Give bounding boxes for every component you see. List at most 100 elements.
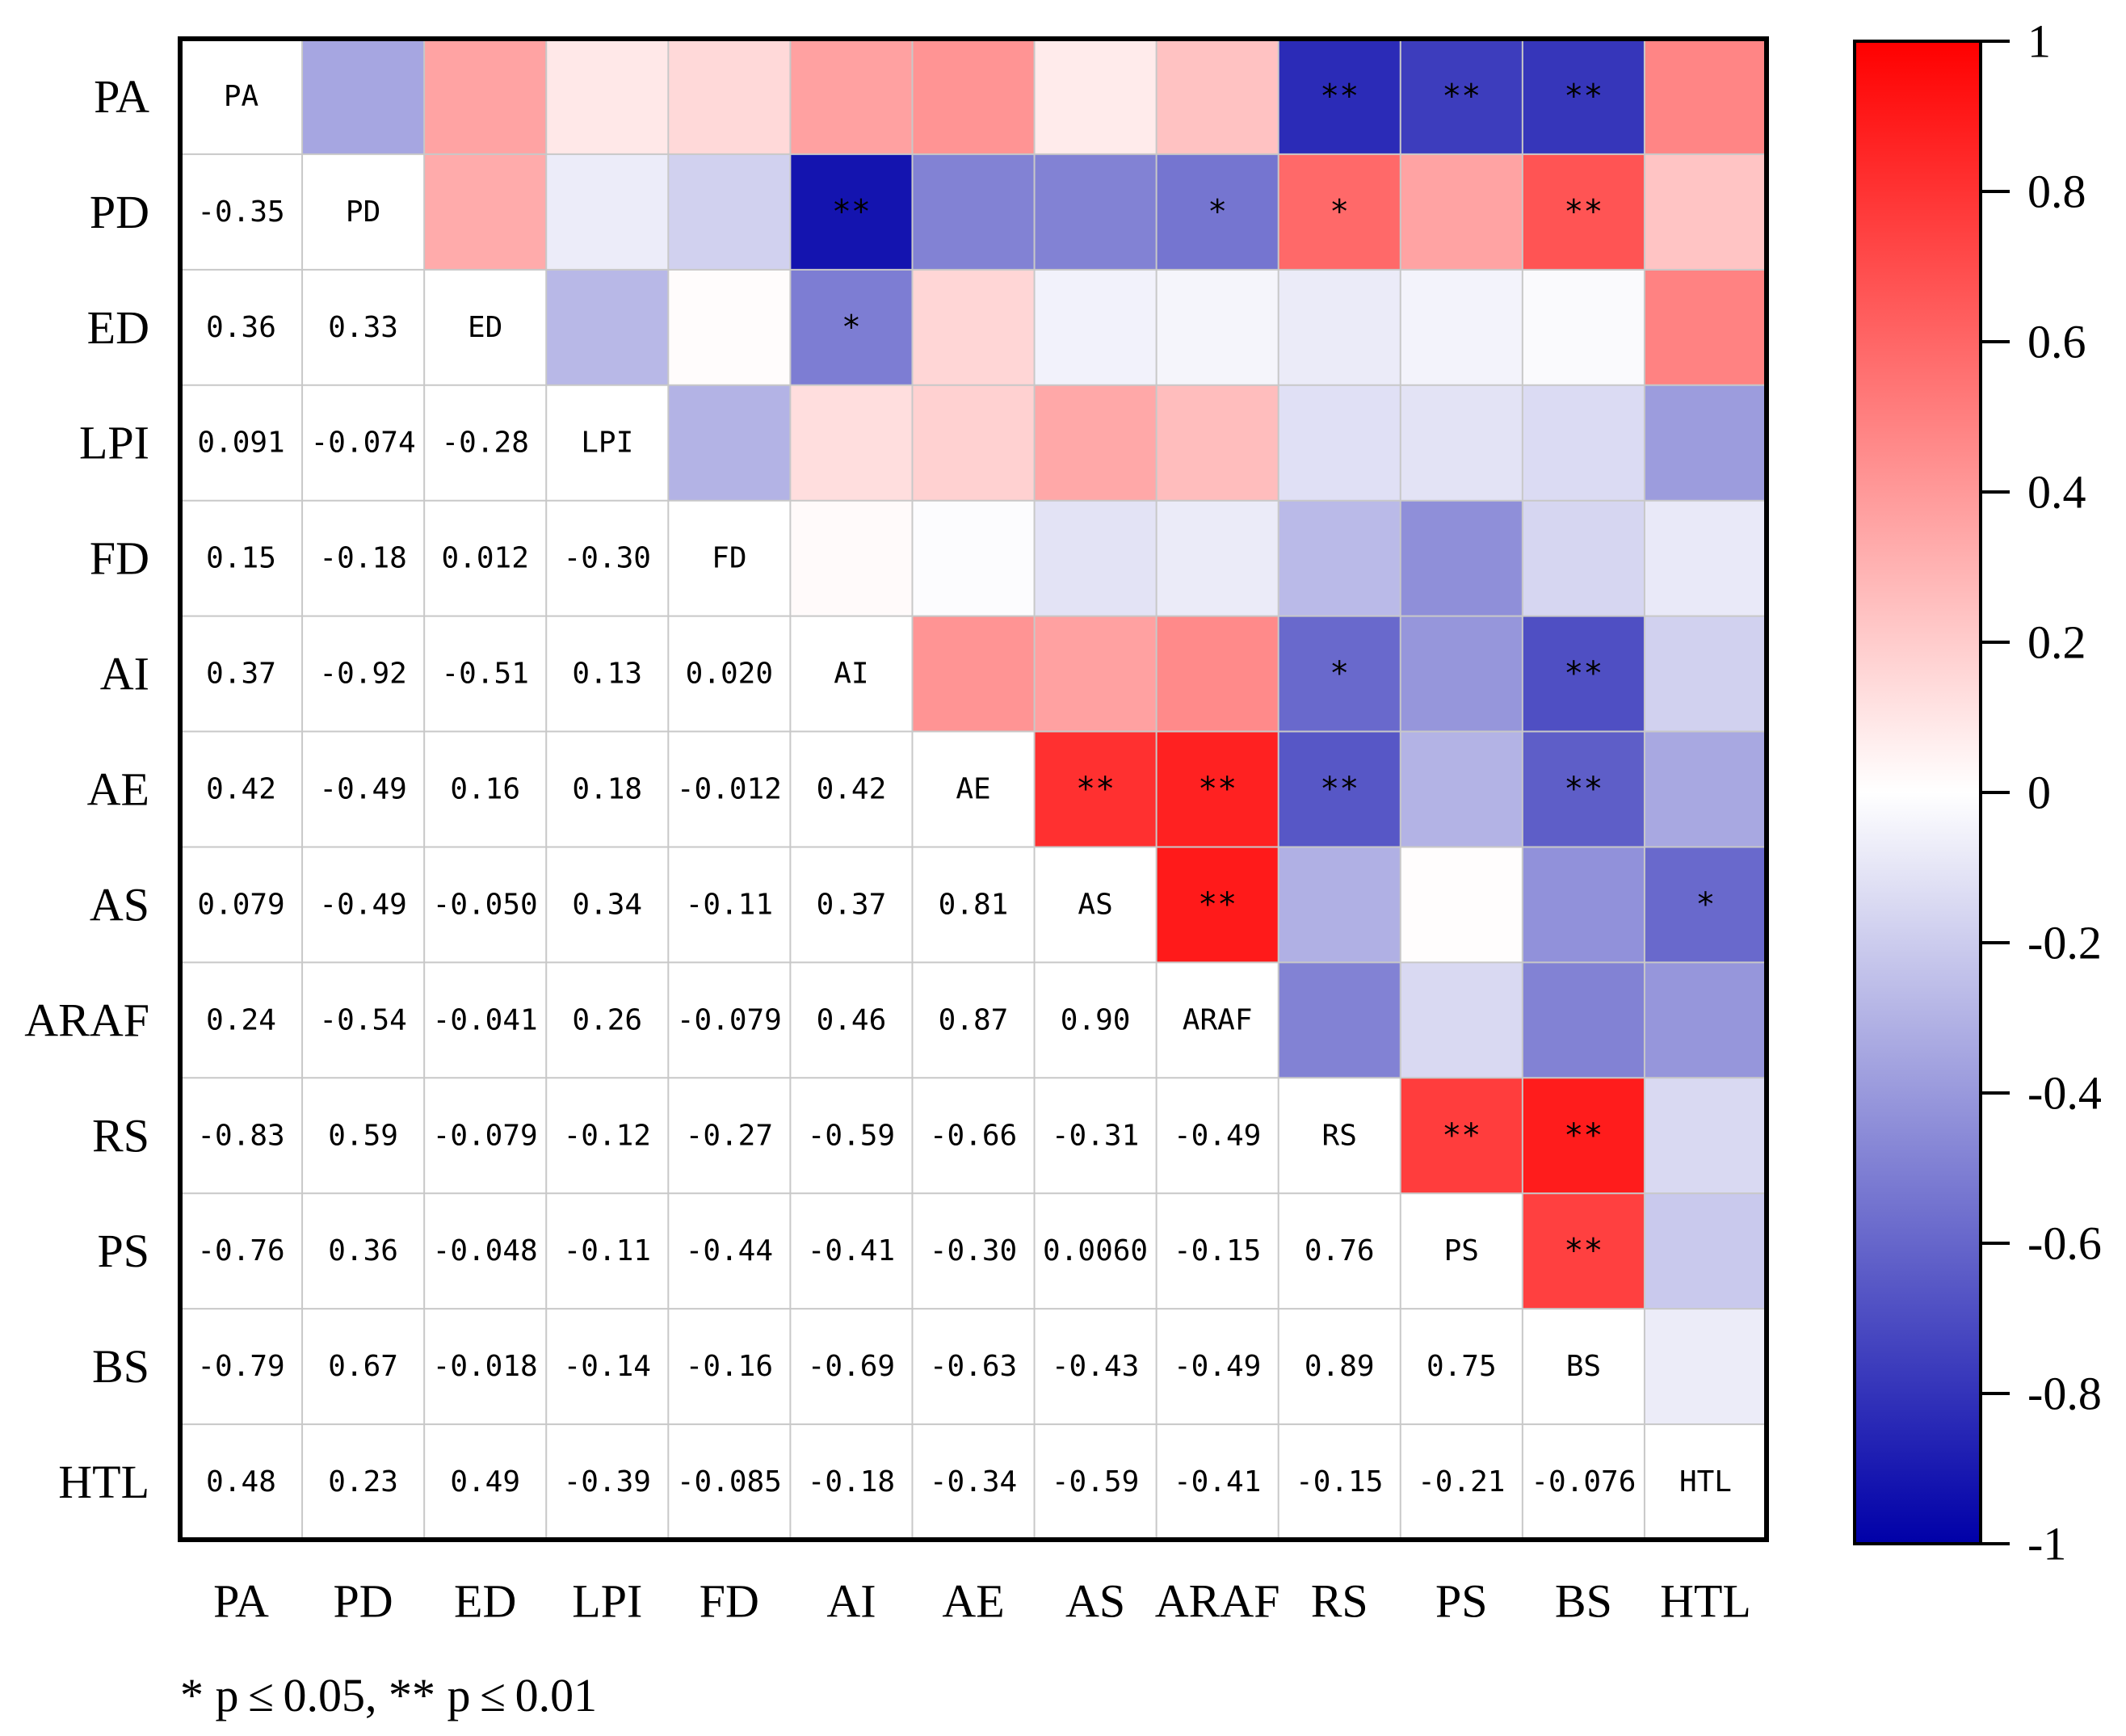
correlation-value-HTL-RS: -0.15 bbox=[1296, 1465, 1383, 1499]
heatmap-cell-BS-AE bbox=[912, 1309, 1036, 1425]
diagonal-label-AS: AS bbox=[1078, 888, 1112, 921]
heatmap-cell-FD-AS bbox=[1034, 500, 1158, 617]
column-label-LPI: LPI bbox=[572, 1575, 642, 1628]
heatmap-cell-PS-AE bbox=[912, 1193, 1036, 1309]
heatmap-cell-HTL-PA bbox=[180, 1424, 303, 1541]
heatmap-cell-PA-BS bbox=[1522, 39, 1645, 155]
correlation-value-AS-AE: 0.81 bbox=[939, 888, 1009, 921]
heatmap-cell-AI-PD bbox=[302, 616, 425, 733]
heatmap-cell-LPI-ARAF bbox=[1156, 385, 1279, 502]
significance-mark-PD-RS: * bbox=[1330, 193, 1349, 230]
column-label-ARAF: ARAF bbox=[1155, 1575, 1280, 1628]
heatmap-cell-PA-HTL bbox=[1644, 39, 1767, 155]
heatmap-cell-PA-ARAF bbox=[1156, 39, 1279, 155]
correlation-value-RS-ARAF: -0.49 bbox=[1174, 1119, 1261, 1152]
row-labels: PA PD ED LPI FD AI AE AS ARAF RS PS BS HTL bbox=[24, 70, 149, 1508]
heatmap-cell-LPI-AI bbox=[790, 385, 914, 502]
heatmap-cell-ED-AI bbox=[790, 269, 914, 386]
heatmap-cell-RS-ED bbox=[424, 1078, 547, 1194]
heatmap-cell-FD-LPI bbox=[546, 500, 669, 617]
heatmap-cell-PA-PS bbox=[1400, 39, 1523, 155]
correlation-value-RS-AI: -0.59 bbox=[808, 1119, 895, 1152]
heatmap-cell-PD-PS bbox=[1400, 153, 1523, 271]
colorbar-tick-label: -0.6 bbox=[2027, 1217, 2102, 1270]
significance-mark-AE-AS: ** bbox=[1076, 771, 1115, 808]
correlation-value-ED-PA: 0.36 bbox=[206, 311, 276, 344]
correlation-value-ARAF-PD: -0.54 bbox=[319, 1003, 406, 1036]
heatmap-cell-ARAF-RS bbox=[1278, 962, 1401, 1078]
heatmap-cell-RS-AE bbox=[912, 1078, 1036, 1194]
column-label-HTL: HTL bbox=[1660, 1575, 1751, 1628]
correlation-value-PS-AS: 0.0060 bbox=[1043, 1234, 1148, 1267]
heatmap-cell-RS-PD bbox=[302, 1078, 425, 1194]
correlation-value-AS-PA: 0.079 bbox=[197, 888, 284, 921]
correlation-value-BS-AI: -0.69 bbox=[808, 1350, 895, 1383]
heatmap-cell-PD-LPI bbox=[546, 153, 669, 271]
heatmap-cell-BS-PS bbox=[1400, 1309, 1523, 1425]
heatmap-cell-PD-AI bbox=[790, 153, 914, 271]
correlation-value-RS-FD: -0.27 bbox=[686, 1119, 773, 1152]
heatmap-cell-AS-BS bbox=[1522, 847, 1645, 963]
colorbar-tick-label: 0.6 bbox=[2027, 316, 2086, 368]
heatmap-cell-PA-RS bbox=[1278, 39, 1401, 155]
column-label-BS: BS bbox=[1555, 1575, 1612, 1628]
heatmap-cell-PD-BS bbox=[1522, 153, 1645, 271]
correlation-value-ARAF-AI: 0.46 bbox=[817, 1003, 887, 1036]
heatmap-cell-LPI-RS bbox=[1278, 385, 1401, 502]
correlation-value-ARAF-AS: 0.90 bbox=[1061, 1003, 1131, 1036]
significance-mark-PS-BS: ** bbox=[1564, 1233, 1603, 1270]
heatmap-cell-ARAF-FD bbox=[668, 962, 791, 1078]
heatmap-cell-ARAF-PS bbox=[1400, 962, 1523, 1078]
heatmap-cell-ED-LPI bbox=[546, 269, 669, 386]
heatmap-cell-AI-LPI bbox=[546, 616, 669, 733]
heatmap-cell-ARAF-BS bbox=[1522, 962, 1645, 1078]
row-label-AE: AE bbox=[87, 763, 149, 816]
heatmap-cell-RS-LPI bbox=[546, 1078, 669, 1194]
heatmap-cell-PS-AI bbox=[790, 1193, 914, 1309]
heatmap-cell-HTL-AE bbox=[912, 1424, 1036, 1541]
heatmap-cell-PD-ARAF bbox=[1156, 153, 1279, 271]
row-label-PA: PA bbox=[94, 70, 149, 123]
heatmap-cell-AS-AE bbox=[912, 847, 1036, 963]
row-label-PD: PD bbox=[90, 186, 149, 238]
correlation-value-PS-PA: -0.76 bbox=[197, 1234, 284, 1267]
heatmap-cell-ARAF-LPI bbox=[546, 962, 669, 1078]
column-label-AI: AI bbox=[826, 1575, 876, 1628]
correlation-value-RS-PD: 0.59 bbox=[328, 1119, 398, 1152]
heatmap-cell-PA-AS bbox=[1034, 39, 1158, 155]
heatmap-cell-AE-PS bbox=[1400, 731, 1523, 848]
heatmap-cell-RS-BS bbox=[1522, 1078, 1645, 1194]
heatmap-cell-LPI-AE bbox=[912, 385, 1036, 502]
correlation-value-AE-LPI: 0.18 bbox=[572, 773, 642, 806]
heatmap-cell-PD-AE bbox=[912, 153, 1036, 271]
correlation-value-HTL-LPI: -0.39 bbox=[564, 1465, 651, 1499]
column-label-AS: AS bbox=[1065, 1575, 1125, 1628]
heatmap-cell-ARAF-ARAF bbox=[1156, 962, 1279, 1078]
significance-mark-AI-BS: ** bbox=[1564, 655, 1603, 692]
correlation-value-AI-PA: 0.37 bbox=[206, 658, 276, 691]
heatmap-cell-AI-ED bbox=[424, 616, 547, 733]
diagonal-label-AI: AI bbox=[834, 658, 868, 691]
correlation-value-RS-AS: -0.31 bbox=[1052, 1119, 1139, 1152]
correlation-value-BS-AE: -0.63 bbox=[930, 1350, 1017, 1383]
correlation-value-AS-LPI: 0.34 bbox=[572, 888, 642, 921]
correlation-value-HTL-PS: -0.21 bbox=[1418, 1465, 1505, 1499]
significance-mark-PD-BS: ** bbox=[1564, 193, 1603, 230]
heatmap-cell-AI-ARAF bbox=[1156, 616, 1279, 733]
significance-mark-PD-AI: ** bbox=[832, 193, 871, 230]
heatmap-cell-LPI-BS bbox=[1522, 385, 1645, 502]
heatmap-cell-AI-AE bbox=[912, 616, 1036, 733]
column-label-PS: PS bbox=[1435, 1575, 1488, 1628]
heatmap-cell-PD-PD bbox=[302, 153, 425, 271]
heatmap-cell-AE-HTL bbox=[1644, 731, 1767, 848]
heatmap-cell-AS-ARAF bbox=[1156, 847, 1279, 963]
significance-mark-RS-PS: ** bbox=[1442, 1117, 1481, 1154]
row-label-AS: AS bbox=[90, 878, 149, 931]
column-label-PA: PA bbox=[213, 1575, 269, 1628]
heatmap-cell-AI-HTL bbox=[1644, 616, 1767, 733]
heatmap-cell-FD-FD bbox=[668, 500, 791, 617]
heatmap-cell-texts: PA -0.35 PD 0.36 0.33 ED 0.091 -0.074 -0.28 LPI 0.… bbox=[197, 78, 1732, 1499]
heatmap-cell-PS-BS bbox=[1522, 1193, 1645, 1309]
correlation-value-ARAF-LPI: 0.26 bbox=[572, 1003, 642, 1036]
